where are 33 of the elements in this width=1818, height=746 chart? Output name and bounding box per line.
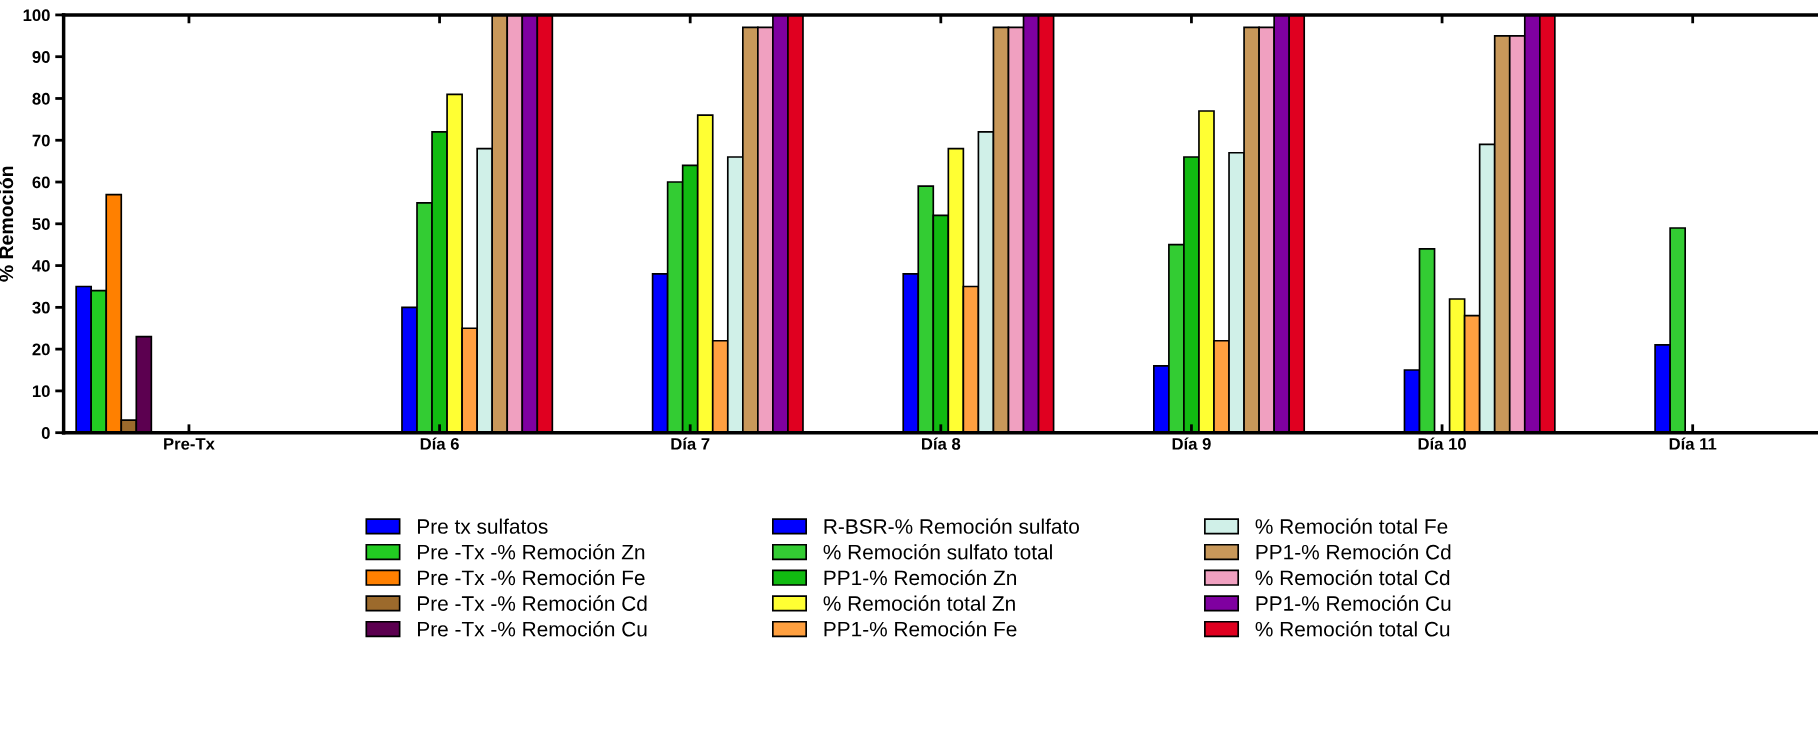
x-tick-label: Día 6: [420, 437, 459, 450]
y-tick-label: 60: [32, 176, 50, 189]
legend-label: Pre -Tx -% Remoción Cd: [418, 595, 647, 611]
legend-label: R-BSR-% Remoción sulfato: [824, 518, 1079, 534]
legend-label: % Remoción total Zn: [823, 595, 1015, 611]
y-tick-label: 30: [32, 301, 50, 314]
y-tick-label: 0: [41, 427, 50, 439]
y-tick-label: 40: [32, 259, 50, 272]
legend-label: PP1-% Remoción Cu: [1256, 595, 1451, 611]
legend-label: Pre -Tx -% Remoción Zn: [418, 544, 645, 560]
y-tick-label: 100: [23, 9, 50, 22]
x-tick-label: Pre-Tx: [164, 438, 215, 450]
y-tick-label: 70: [32, 134, 50, 147]
legend-label: Pre tx sulfatos: [418, 518, 548, 534]
legend-label: % Remoción sulfato total: [823, 544, 1052, 560]
legend-label: % Remoción total Cu: [1255, 621, 1450, 637]
legend-label: PP1-% Remoción Cd: [1256, 544, 1451, 560]
y-tick-label: 50: [32, 218, 50, 230]
x-tick-label: Día 9: [1172, 437, 1211, 450]
legend-label: Pre -Tx -% Remoción Fe: [418, 569, 645, 586]
legend-label: Pre -Tx -% Remoción Cu: [418, 621, 647, 637]
y-tick-label: 20: [32, 343, 50, 356]
legend-label: PP1-% Remoción Fe: [824, 621, 1017, 637]
y-tick-label: 90: [32, 51, 50, 63]
y-tick-label: 10: [32, 385, 50, 398]
x-tick-label: Día 7: [671, 437, 710, 450]
y-tick-label: 80: [32, 92, 50, 105]
x-tick-label: Día 8: [922, 437, 961, 450]
x-tick-label: Día 11: [1669, 437, 1717, 450]
legend-label: % Remoción total Fe: [1255, 518, 1448, 534]
x-tick-label: Día 10: [1418, 437, 1466, 450]
legend-label: PP1-% Remoción Zn: [824, 569, 1016, 586]
legend-label: % Remoción total Cd: [1255, 569, 1450, 586]
